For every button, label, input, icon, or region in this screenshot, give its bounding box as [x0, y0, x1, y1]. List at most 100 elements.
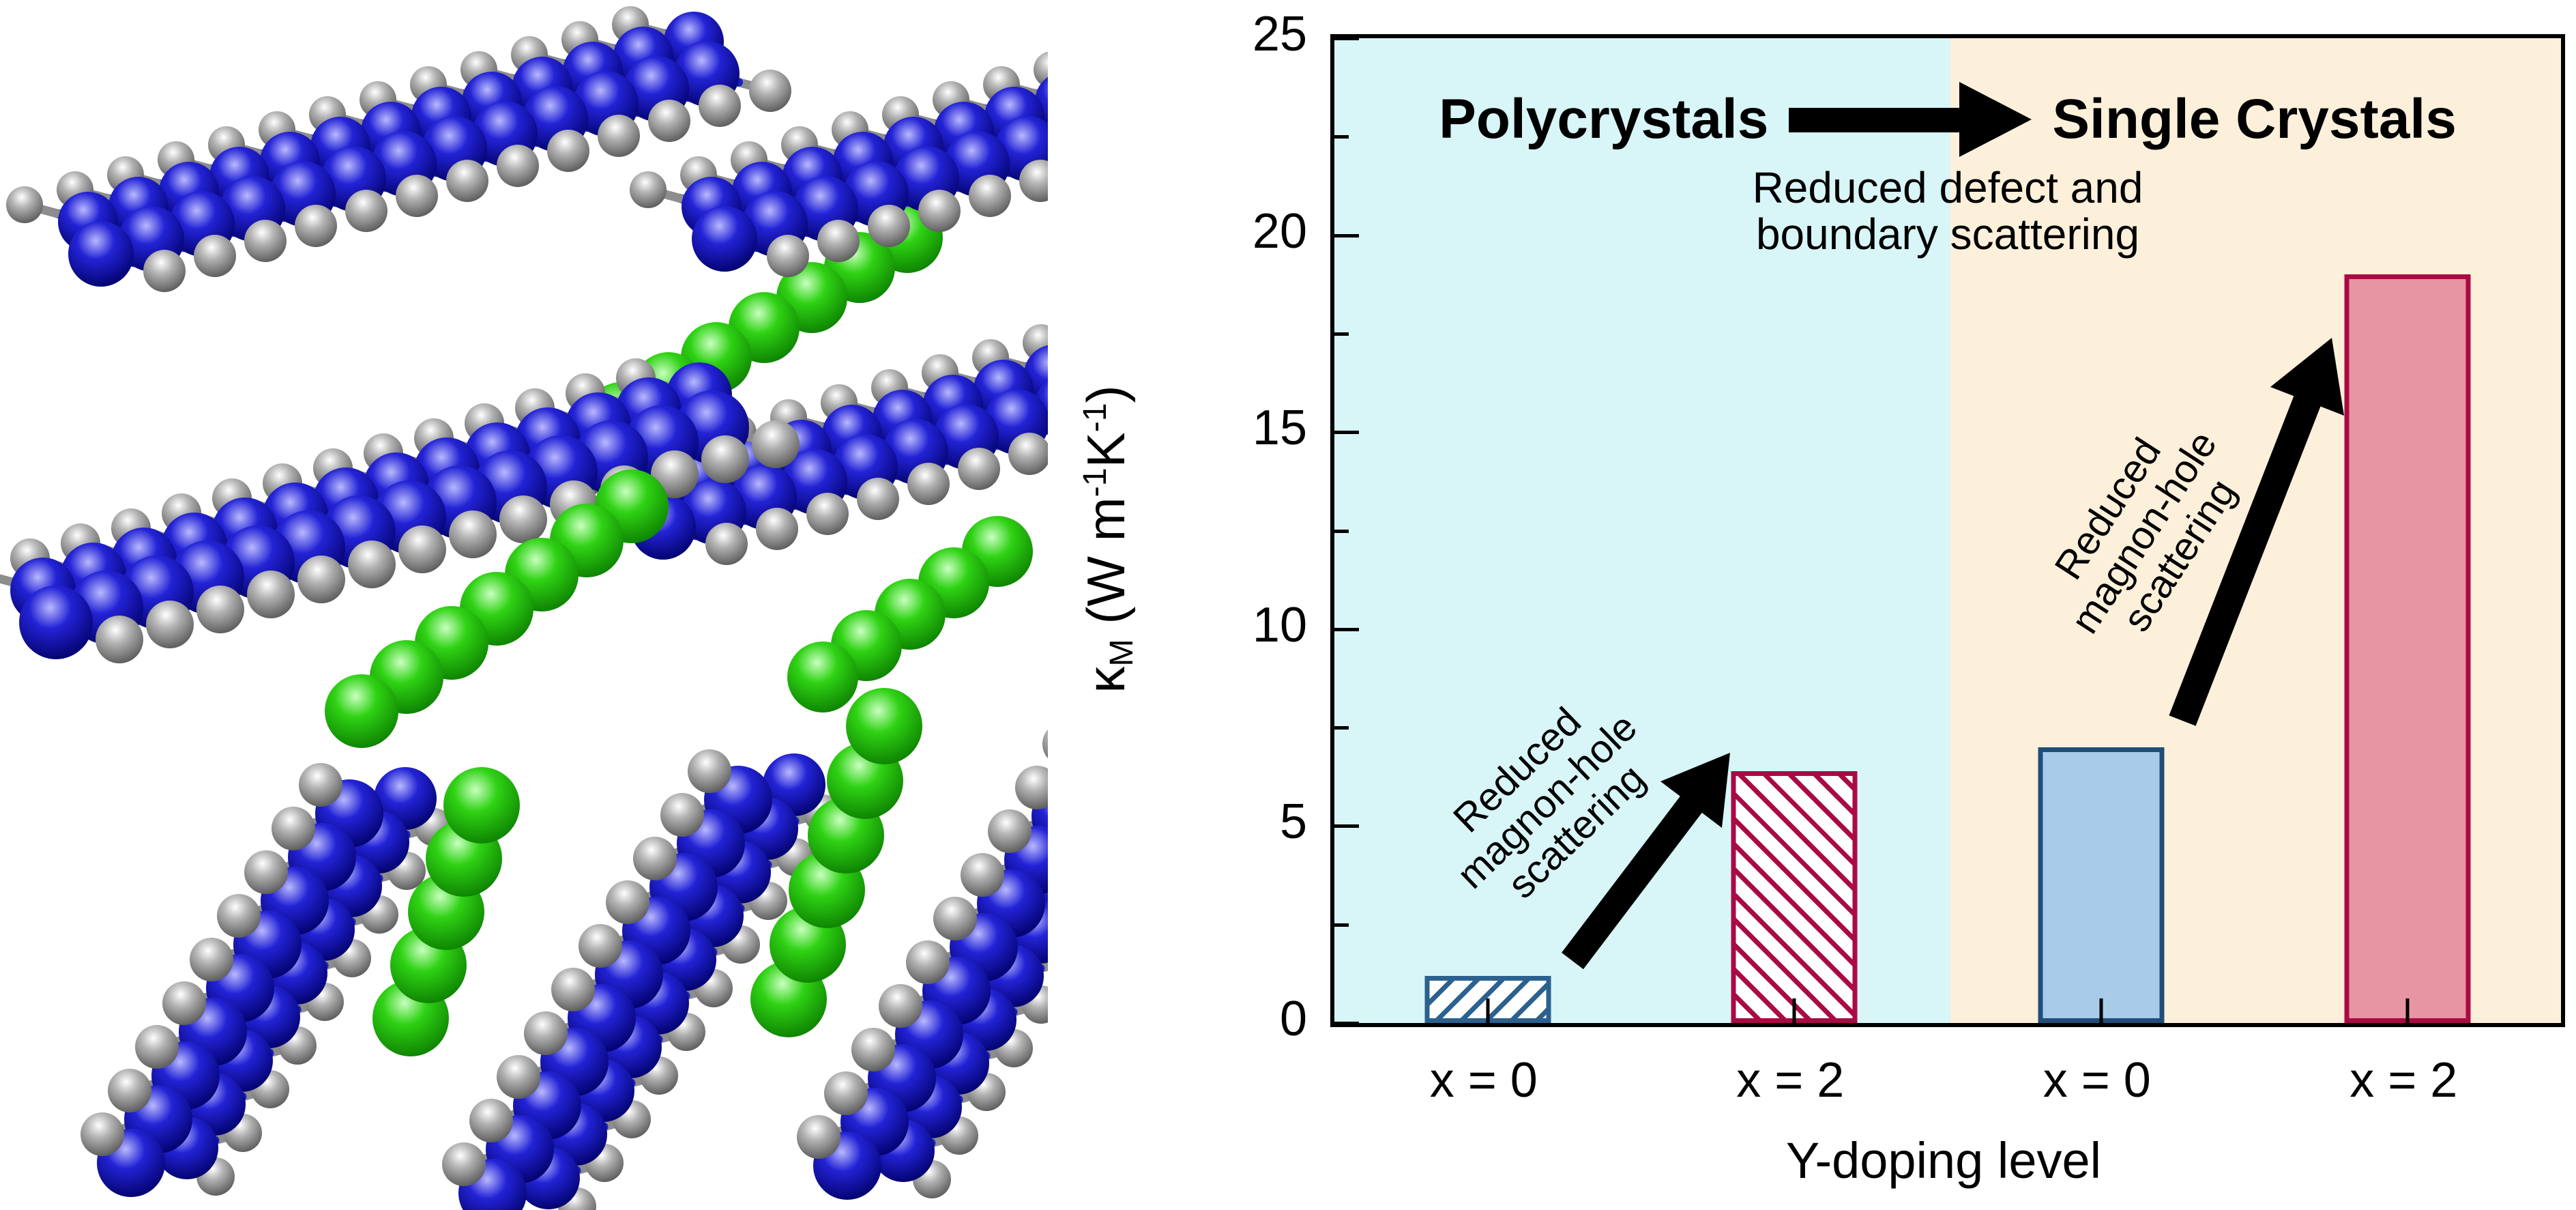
- header-left-label: Polycrystals: [1439, 88, 1769, 150]
- y-tick-minor: [1334, 135, 1349, 139]
- crystal-slab: [6, 6, 791, 292]
- atom-gray: [499, 495, 547, 543]
- atom-gray: [6, 186, 43, 223]
- atom-green: [443, 767, 520, 844]
- x-tick-label: x = 0: [1429, 1053, 1538, 1108]
- atom-gray: [651, 450, 699, 498]
- atom-gray: [497, 1055, 540, 1099]
- bar-chart-panel: 0 5 10 15 20 25 κM (W m-1K-1) Polycrystals Si…: [1048, 0, 2576, 1210]
- subtitle-line-2: boundary scattering: [1755, 209, 2140, 259]
- atom-gray: [217, 894, 261, 938]
- atom-gray: [497, 145, 539, 187]
- atom-gray: [348, 541, 396, 588]
- y-axis-title: κM (W m-1K-1): [1075, 385, 1141, 693]
- atom-gray: [398, 525, 446, 573]
- y-axis-title-part: ): [1075, 385, 1136, 403]
- atom-gray: [988, 809, 1031, 853]
- y-axis-title-part: K: [1075, 432, 1136, 468]
- bar-polycrystals-x2: [1731, 770, 1858, 1023]
- y-tick-label: 10: [1252, 597, 1307, 652]
- crystal-slab: [797, 729, 1048, 1200]
- atom-blue: [692, 206, 757, 272]
- atom-gray: [806, 493, 849, 535]
- atom-gray: [247, 571, 295, 618]
- atom-gray: [756, 508, 798, 550]
- atom-gray: [551, 968, 595, 1011]
- green-atom-chain: [325, 470, 669, 748]
- right-arrow-icon: [1789, 82, 2032, 157]
- atom-gray: [244, 220, 287, 262]
- y-axis-title-part: -1: [1076, 467, 1113, 498]
- subtitle-line-1: Reduced defect and: [1752, 163, 2143, 212]
- atom-gray: [449, 510, 497, 558]
- atom-gray: [817, 220, 860, 262]
- y-tick-minor: [1334, 726, 1349, 730]
- atom-blue: [19, 586, 93, 659]
- atom-gray: [194, 235, 236, 277]
- x-tick: [2405, 998, 2410, 1023]
- atom-gray: [701, 435, 749, 483]
- atom-gray: [135, 1025, 179, 1069]
- atom-gray: [633, 837, 677, 880]
- atom-gray: [705, 523, 748, 565]
- crystal-slab: [0, 358, 800, 663]
- atom-gray: [299, 763, 342, 807]
- y-tick-label: 25: [1252, 7, 1307, 61]
- crystal-structure-panel: [0, 6, 1048, 1210]
- atom-gray: [752, 420, 800, 468]
- atom-gray: [297, 556, 345, 603]
- atom-gray: [879, 984, 922, 1028]
- x-tick-label: x = 2: [1736, 1053, 1845, 1108]
- y-tick-major: [1334, 37, 1359, 40]
- atom-gray: [108, 1069, 151, 1112]
- y-tick-minor: [1334, 529, 1349, 533]
- x-tick-label: x = 2: [2350, 1053, 2458, 1108]
- atom-gray: [190, 938, 233, 981]
- y-tick-minor: [1334, 332, 1349, 336]
- atom-gray: [146, 601, 194, 648]
- atom-gray: [606, 880, 649, 924]
- atom-gray: [868, 205, 910, 247]
- atom-gray: [1008, 433, 1048, 475]
- atom-gray: [143, 250, 186, 292]
- atom-gray: [933, 897, 977, 940]
- atom-gray: [524, 1011, 568, 1055]
- atom-gray: [630, 171, 667, 208]
- green-atom-chain: [750, 688, 922, 1037]
- atom-gray: [958, 448, 1000, 490]
- y-axis-title-part: -1: [1076, 403, 1113, 433]
- plot-area: Polycrystals Single Crystals Reduced def…: [1330, 34, 2565, 1027]
- atom-gray: [598, 115, 640, 157]
- atom-gray: [851, 1028, 895, 1071]
- atom-gray: [907, 463, 950, 505]
- atom-gray: [295, 205, 337, 247]
- y-tick-label: 0: [1279, 992, 1307, 1046]
- y-tick-minor: [1334, 923, 1349, 927]
- crystal-slab: [630, 51, 1048, 277]
- atom-gray: [80, 1112, 124, 1156]
- bar-single-crystals-x2: [2344, 274, 2471, 1023]
- atom-gray: [749, 70, 791, 112]
- atom-gray: [699, 85, 741, 127]
- atom-gray: [906, 940, 950, 984]
- x-tick: [1486, 998, 1490, 1023]
- header-right-label: Single Crystals: [2052, 88, 2457, 150]
- green-atom-chain: [787, 516, 1033, 712]
- atom-gray: [442, 1142, 486, 1186]
- y-axis-title-part: (W m: [1075, 497, 1136, 639]
- y-axis-title-part: M: [1103, 639, 1141, 667]
- atom-gray: [648, 100, 690, 142]
- x-tick-label: x = 0: [2043, 1053, 2151, 1108]
- atom-gray: [767, 235, 809, 277]
- x-tick: [2099, 998, 2103, 1023]
- y-tick-major: [1334, 1022, 1359, 1025]
- bar-single-crystals-x0: [2038, 747, 2165, 1023]
- atom-gray: [547, 130, 589, 172]
- atom-gray: [660, 793, 704, 837]
- atom-gray: [1042, 729, 1048, 759]
- atom-gray: [961, 853, 1004, 897]
- atom-gray: [1015, 766, 1048, 809]
- atom-gray: [824, 1071, 868, 1115]
- atom-gray: [162, 981, 206, 1025]
- y-tick-label: 5: [1279, 794, 1307, 850]
